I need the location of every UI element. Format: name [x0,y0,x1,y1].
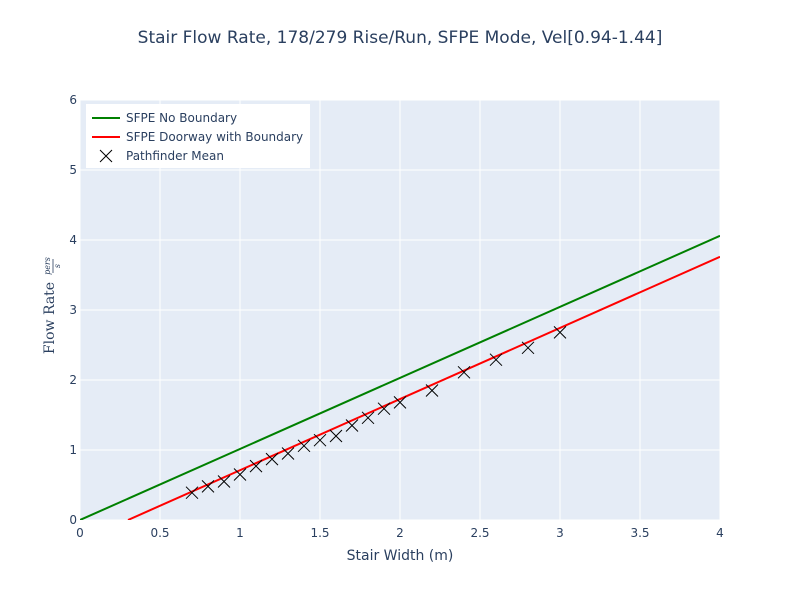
data-point-x-marker [361,411,375,425]
grid-lines [79,99,721,521]
y-axis-title-numerator: pers [43,257,52,275]
legend-item-pathfinder-mean[interactable]: Pathfinder Mean [99,149,224,163]
y-tick-label: 0 [69,513,77,527]
legend-box [86,104,310,168]
x-tick-label: 1.5 [310,526,329,540]
y-tick-label: 4 [69,233,77,247]
x-tick-label: 4 [716,526,724,540]
x-tick-label: 1 [236,526,244,540]
y-tick-label: 1 [69,443,77,457]
x-axis-ticks: 0 0.5 1 1.5 2 2.5 3 3.5 4 [76,526,724,540]
data-point-x-marker [521,341,535,355]
legend: SFPE No Boundary SFPE Doorway with Bound… [86,104,310,168]
data-point-x-marker [329,429,343,443]
x-tick-label: 2 [396,526,404,540]
legend-label: SFPE Doorway with Boundary [126,130,303,144]
legend-swatch-x-marker [99,149,113,163]
data-point-x-marker [233,468,247,481]
x-tick-label: 0.5 [150,526,169,540]
series-line-1 [127,255,720,520]
x-tick-label: 3 [556,526,564,540]
series-markers-2 [185,326,567,500]
data-point-x-marker [425,384,439,397]
data-point-x-marker [281,447,295,460]
series-line-0 [80,234,720,520]
legend-label: Pathfinder Mean [126,149,224,163]
x-tick-label: 0 [76,526,84,540]
data-point-x-marker [265,452,279,466]
legend-label: SFPE No Boundary [126,111,237,125]
x-axis-title: Stair Width (m) [347,548,454,564]
data-point-x-marker [313,433,327,447]
legend-item-sfpe-no-boundary[interactable]: SFPE No Boundary [92,111,237,125]
chart-title: Stair Flow Rate, 178/279 Rise/Run, SFPE … [138,28,663,48]
data-point-x-marker [553,326,567,339]
x-tick-label: 3.5 [630,526,649,540]
data-point-x-marker [377,402,391,416]
data-point-x-marker [489,353,503,367]
data-point-x-marker [217,475,231,488]
data-point-x-marker [185,486,199,500]
data-point-x-marker [457,365,471,379]
data-point-x-marker [249,459,263,473]
y-axis-ticks: 0 1 2 3 4 5 6 [69,93,77,527]
y-axis-title-main: Flow Rate [42,282,58,354]
series-layer [80,234,720,520]
data-point-x-marker [345,419,359,432]
y-tick-label: 3 [69,303,77,317]
x-tick-label: 2.5 [470,526,489,540]
legend-item-sfpe-doorway-with-boundary[interactable]: SFPE Doorway with Boundary [92,130,303,144]
data-point-x-marker [393,396,407,409]
y-tick-label: 2 [69,373,77,387]
data-point-x-marker [297,439,311,453]
y-axis-title-denominator: s [53,264,62,268]
y-axis-title: Flow Rate pers s [42,257,62,354]
y-tick-label: 6 [69,93,77,107]
data-point-x-marker [201,480,215,493]
y-tick-label: 5 [69,163,77,177]
